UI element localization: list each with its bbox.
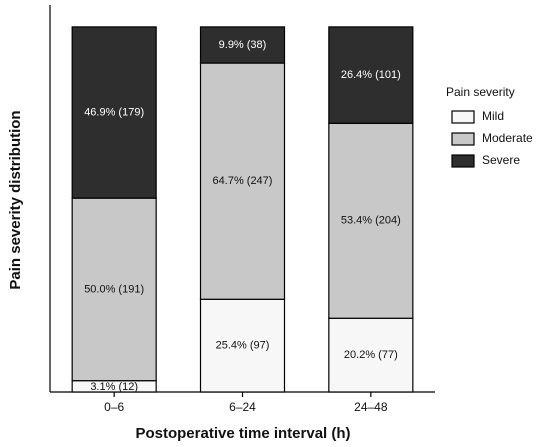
data-label: 3.1% (12) (90, 381, 138, 393)
legend-swatch (451, 110, 475, 124)
data-label: 20.2% (77) (344, 349, 398, 361)
x-axis-label: Postoperative time interval (h) (135, 425, 350, 442)
bar-segment (328, 317, 414, 393)
legend-swatch (451, 154, 475, 168)
bar-segment (199, 298, 286, 393)
legend-label: Moderate (482, 131, 533, 145)
bar-segment (71, 197, 157, 382)
bar-segment (199, 62, 286, 300)
data-label: 50.0% (191) (84, 283, 144, 295)
x-tick-label: 0–6 (104, 400, 124, 414)
data-label: 25.4% (97) (216, 340, 270, 352)
legend-swatch (451, 132, 475, 146)
legend-title: Pain severity (446, 85, 515, 99)
data-label: 53.4% (204) (341, 215, 401, 227)
data-label: 64.7% (247) (213, 175, 273, 187)
legend-label: Mild (482, 109, 504, 123)
data-label: 46.9% (179) (84, 106, 144, 118)
legend-label: Severe (482, 153, 520, 167)
x-tick-label: 6–24 (229, 400, 256, 414)
data-label: 9.9% (38) (219, 39, 267, 51)
x-tick-label: 24–48 (354, 400, 388, 414)
bar-segment (71, 26, 157, 199)
data-label: 26.4% (101) (341, 69, 401, 81)
bar-segment (328, 26, 414, 124)
y-axis-label: Pain severity distribution (7, 110, 24, 289)
bar-segment (199, 26, 286, 64)
